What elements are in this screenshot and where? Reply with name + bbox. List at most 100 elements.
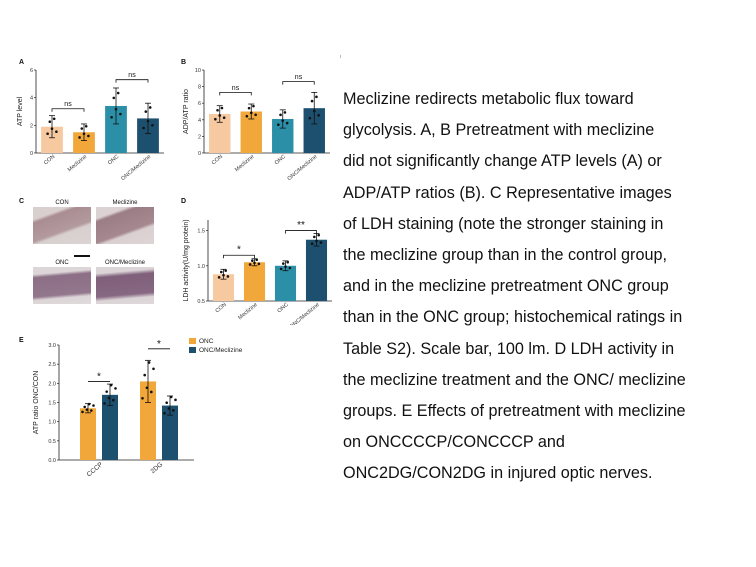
significance-label: ns [128,72,136,79]
data-point [288,266,292,270]
y-axis-label: ADP/ATP ratio [183,89,190,134]
data-point [284,265,287,268]
data-point [315,95,318,99]
data-point [52,117,56,121]
bar-onc-2dg [140,381,156,460]
significance-bracket [282,81,315,85]
data-point [84,124,88,128]
caption-line: of LDH staining (note the stronger stain… [343,214,664,233]
data-point [220,106,224,110]
y-tick-label: 10 [195,68,201,74]
data-point [319,241,323,244]
legend-label: ONC [199,338,214,345]
x-tick-label: CCCP [86,461,105,478]
x-tick-label: CON [215,302,228,314]
data-point [285,121,289,125]
y-tick-label: 2 [30,123,33,129]
data-point [55,130,58,133]
data-point [46,132,49,135]
chart-atp-ratio-onc-con: 0.0 0.5 1.0 1.5 2.0 2.5 3.0 ATP ratio ONC/CON CC… [33,338,243,478]
data-point [142,126,145,130]
x-tick-label: ONC [277,302,290,314]
bar-onc-meclizine [303,108,325,153]
significance-bracket [51,108,85,112]
data-point [116,91,120,95]
data-point [103,402,106,405]
x-tick-label: ONC/Meclizine [287,154,319,182]
data-point [114,107,118,111]
data-point [92,404,95,407]
data-point [109,383,113,387]
data-point [143,373,146,377]
micrograph-con [33,207,91,244]
data-point [87,134,90,138]
data-point [286,260,289,264]
y-tick-label: 1.5 [197,229,205,235]
y-tick-label: 6 [198,101,201,107]
bar-onc-meclizine [305,239,328,301]
data-point [252,104,255,108]
data-point [312,109,316,113]
bar-onc-meclizine [137,118,159,153]
y-tick-label: 4 [198,118,201,124]
data-point [218,114,222,117]
data-point [90,409,93,412]
legend-label: ONC/Meclizine [199,347,243,354]
data-point [50,127,54,131]
caption-line: did not significantly change ATP levels … [343,152,662,171]
panel-letter-a: A [19,59,25,66]
data-point [169,395,173,399]
data-point [83,405,86,409]
data-point [279,267,283,271]
bar-con [212,274,235,301]
data-point [317,113,320,117]
y-tick-label: 0.5 [197,299,205,305]
panel-letter-d: D [181,198,187,205]
significance-bracket [219,92,252,96]
data-point [144,110,148,113]
data-point [112,96,116,100]
x-tick-label: ONC/Meclizine [120,154,152,182]
data-point [283,111,287,114]
x-tick-label: CON [211,154,224,166]
y-tick-label: 1.5 [48,401,56,407]
significance-bracket [115,79,149,83]
data-point [152,367,155,371]
data-point [87,402,91,406]
y-tick-label: 4 [30,96,33,102]
y-tick-label: 0 [198,151,201,157]
bar-meclizine [243,262,266,301]
y-tick-label: 1.0 [48,420,56,426]
caption-line: Table S2). Scale bar, 100 lm. D LDH acti… [343,339,675,358]
micrograph-onc [33,267,91,304]
data-point [150,390,153,394]
data-point [78,136,81,139]
data-point [248,263,252,266]
data-point [172,409,175,412]
micrograph-meclizine [96,207,154,244]
chart-adp-atp-ratio: 0 2 4 6 8 10 ADP/ATP ratio CON Meclizine ONC ONC/M… [183,68,330,182]
data-point [80,127,84,130]
significance-label: ns [232,85,240,92]
data-point [251,259,254,262]
data-point [85,408,89,411]
data-point [145,386,149,390]
data-point [82,132,86,136]
x-tick-label: ONC/Meclizine [289,302,321,325]
bar-onc [274,265,297,301]
legend-swatch [189,347,196,353]
micro-label-onc: ONC [55,260,69,266]
panel-letter-e: E [19,337,24,344]
data-point [151,123,154,127]
caption-line: ONC2DG/CON2DG in injured optic nerves. [343,464,653,483]
bar-onc-cccp [80,408,96,460]
y-tick-label: 0 [30,151,33,157]
caption-line: ADP/ATP ratios (B). C Representative ima… [343,183,672,202]
data-point [222,116,226,120]
data-point [105,390,108,393]
data-point [257,262,261,266]
data-point [277,123,280,127]
data-point [112,398,115,402]
data-point [107,396,111,400]
data-point [249,111,253,115]
